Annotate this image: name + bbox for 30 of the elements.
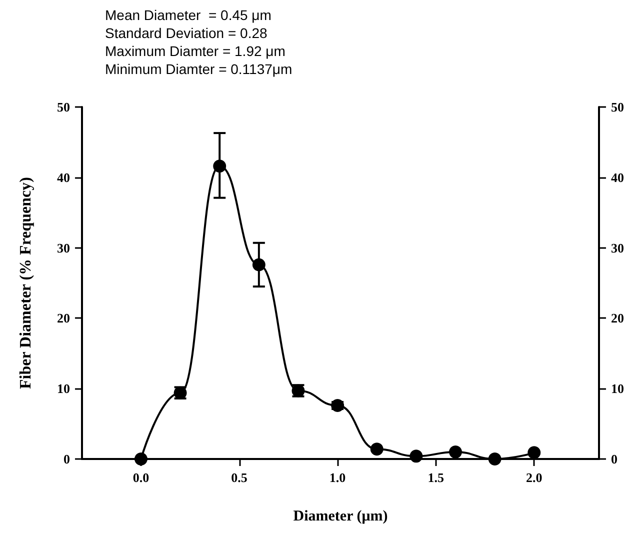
y-tick-label: 20 — [57, 310, 70, 326]
y-tick-label: 0 — [64, 452, 70, 466]
x-tick-label: 0.0 — [132, 470, 150, 485]
y2-tick-label: 20 — [611, 310, 624, 326]
point — [528, 446, 541, 460]
y-tick-label: 10 — [57, 381, 70, 396]
text: Maximum Diamter = 1.92 μm — [105, 43, 286, 59]
y2-tick-label: 40 — [611, 170, 624, 185]
y-tick-label: 50 — [57, 100, 70, 114]
point — [213, 160, 226, 173]
point — [449, 445, 462, 458]
x-tick-label: 1.5 — [428, 470, 444, 485]
text: Standard Deviation = 0.28 — [105, 25, 268, 41]
y-tick-label: 40 — [57, 170, 70, 185]
point — [488, 452, 502, 466]
y2-tick-label: 30 — [611, 240, 624, 256]
x-axis-title: Diameter (μm) — [293, 508, 388, 524]
point — [252, 258, 266, 272]
x-tick-label: 0.5 — [231, 470, 248, 485]
x-tick-label: 1.0 — [329, 470, 346, 485]
text: Minimum Diamter = 0.1137μm — [105, 61, 292, 77]
point — [410, 450, 423, 463]
x-tick-label: 2.0 — [526, 470, 542, 485]
y2-tick-label: 50 — [611, 100, 624, 114]
y2-tick-label: 10 — [611, 381, 624, 396]
y-axis-title: Fiber Diameter (% Frequency) — [18, 177, 34, 389]
text: Mean Diameter = 0.45 μm — [105, 7, 272, 23]
y2-tick-label: 0 — [611, 452, 618, 466]
point — [370, 442, 384, 456]
y-tick-label: 30 — [57, 240, 70, 256]
